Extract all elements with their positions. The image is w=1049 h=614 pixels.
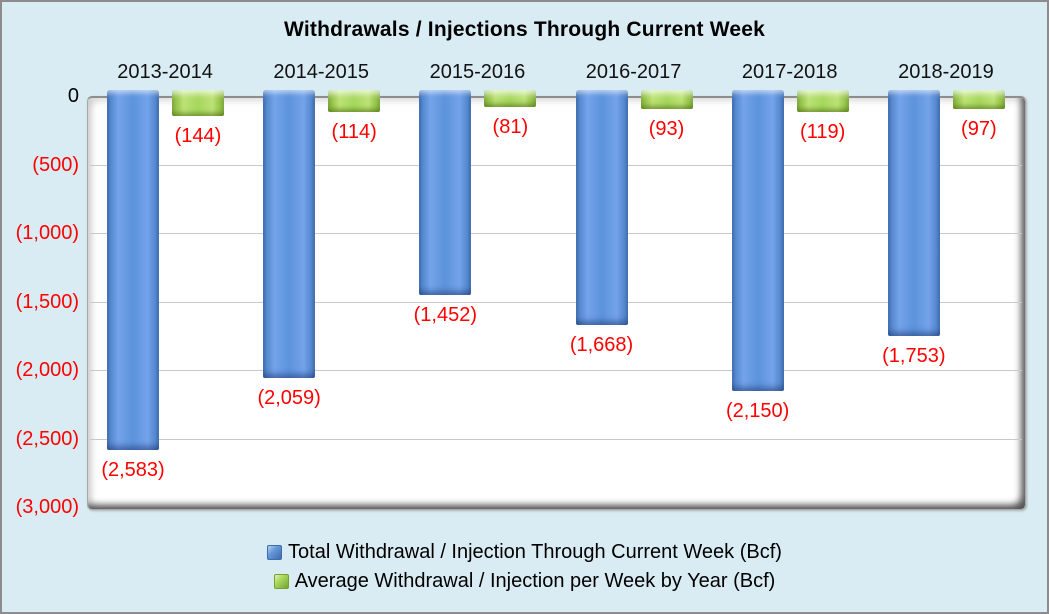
category-label: 2013-2014 [117,61,213,83]
y-tick-label: (2,000) [15,359,79,381]
y-tick-label: (500) [32,153,79,176]
bar-average [484,90,537,108]
category-label: 2018-2019 [898,61,994,83]
y-tick-label: (2,500) [15,427,79,450]
y-tick-label: (3,000) [15,496,79,518]
category-label: 2016-2017 [585,61,682,83]
gridline [90,370,1022,371]
gridline [90,164,1022,166]
bar-average [328,90,381,112]
category-label: 2017-2018 [741,61,838,83]
bar-total [263,90,316,379]
bar-total [419,90,472,295]
data-label: (2,150) [725,399,790,422]
plot-area [87,96,1026,510]
bar-total [887,90,940,337]
legend-marker-average-icon [273,573,289,589]
data-label: (97) [961,118,997,141]
gridline [90,233,1022,234]
data-label: (1,668) [569,333,634,356]
y-tick-label: (1,000) [15,222,79,244]
data-label: (81) [492,116,529,139]
bar-average [640,90,693,109]
bar-average [796,90,849,113]
bar-average [952,90,1005,110]
data-label: (1,452) [413,303,478,326]
category-label: 2014-2015 [273,61,370,83]
bar-average [172,90,224,116]
legend-item: Total Withdrawal / Injection Through Cur… [267,539,782,565]
data-label: (144) [174,124,222,147]
legend-item: Average Withdrawal / Injection per Week … [273,568,776,594]
gridline [90,301,1022,303]
data-label: (93) [648,117,685,140]
gridline [90,438,1022,440]
legend-marker-total-icon [267,544,283,560]
y-tick-label: (1,500) [15,290,79,313]
chart-title: Withdrawals / Injections Through Current… [284,18,765,41]
data-label: (2,059) [257,387,321,410]
data-label: (1,753) [882,345,946,368]
category-label: 2015-2016 [429,61,526,83]
legend-label: Total Withdrawal / Injection Through Cur… [288,540,782,563]
data-label: (114) [331,120,377,143]
bar-total [107,90,159,450]
data-label: (119) [800,121,846,144]
y-tick-label: 0 [67,85,79,107]
legend-label: Average Withdrawal / Injection per Week … [294,569,776,592]
data-label: (2,583) [101,458,165,481]
bar-total [731,90,784,391]
bar-total [575,90,628,325]
legend: Total Withdrawal / Injection Through Cur… [2,539,1047,594]
